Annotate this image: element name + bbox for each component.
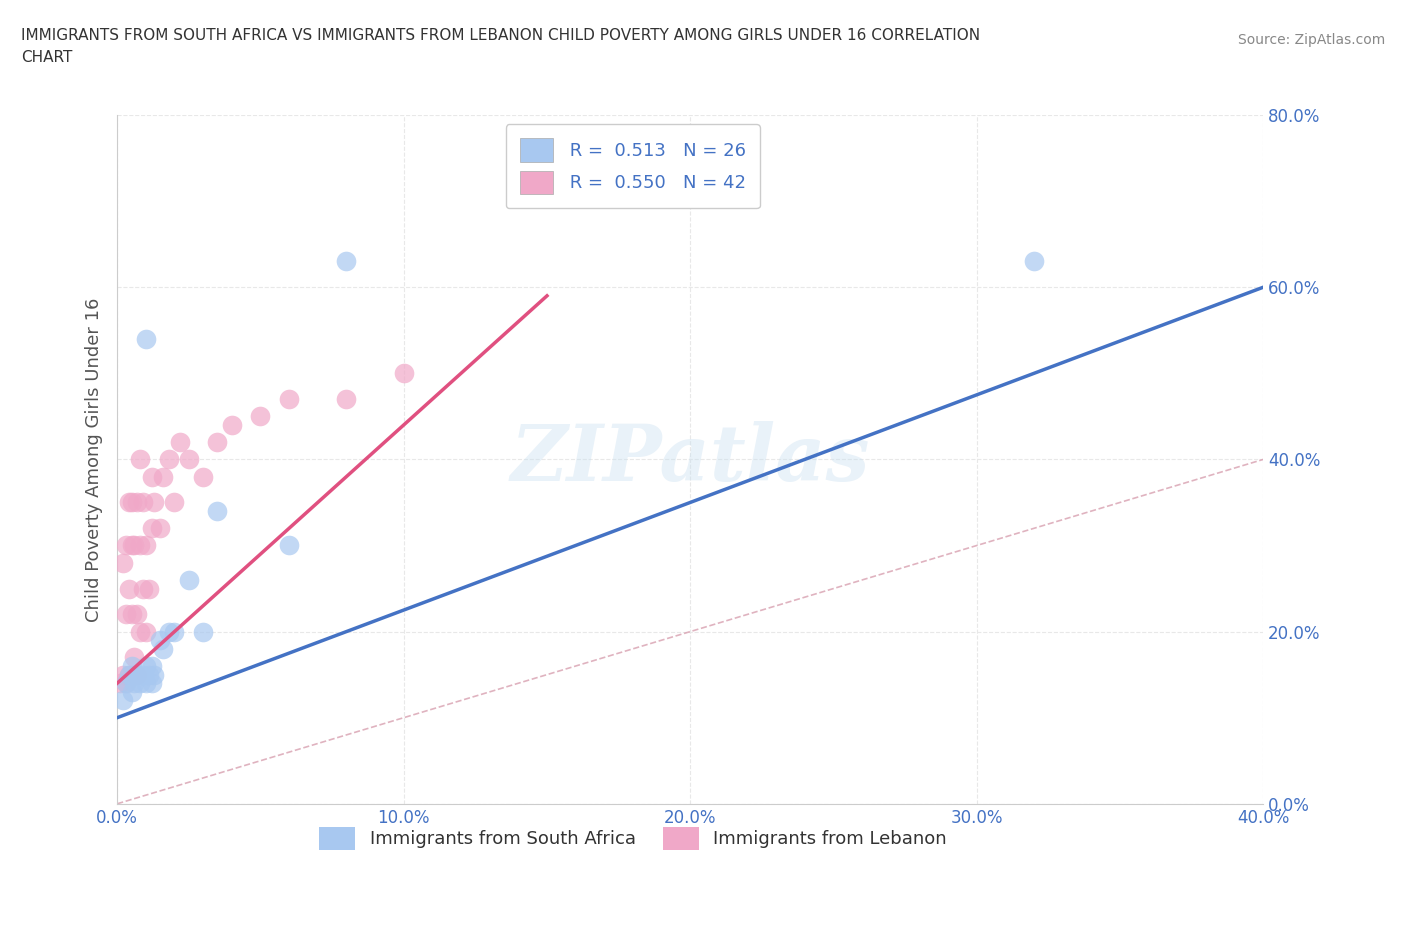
- Point: [127, 607, 149, 622]
- Point: [108, 676, 131, 691]
- Point: [121, 607, 143, 622]
- Point: [135, 676, 157, 691]
- Text: IMMIGRANTS FROM SOUTH AFRICA VS IMMIGRANTS FROM LEBANON CHILD POVERTY AMONG GIRL: IMMIGRANTS FROM SOUTH AFRICA VS IMMIGRAN…: [21, 28, 980, 65]
- Point: [135, 624, 157, 639]
- Point: [114, 538, 136, 553]
- Point: [141, 676, 163, 691]
- Point: [152, 469, 174, 484]
- Point: [177, 573, 200, 588]
- Point: [177, 452, 200, 467]
- Point: [141, 521, 163, 536]
- Point: [335, 392, 357, 406]
- Point: [118, 495, 141, 510]
- Point: [143, 495, 166, 510]
- Point: [129, 676, 152, 691]
- Point: [129, 452, 152, 467]
- Point: [121, 667, 143, 682]
- Point: [127, 495, 149, 510]
- Point: [132, 581, 155, 596]
- Point: [135, 658, 157, 673]
- Point: [278, 392, 301, 406]
- Point: [118, 667, 141, 682]
- Point: [121, 658, 143, 673]
- Point: [121, 495, 143, 510]
- Point: [127, 667, 149, 682]
- Point: [207, 504, 229, 519]
- Point: [191, 469, 214, 484]
- Point: [121, 538, 143, 553]
- Point: [141, 658, 163, 673]
- Legend: Immigrants from South Africa, Immigrants from Lebanon: Immigrants from South Africa, Immigrants…: [312, 820, 955, 857]
- Point: [124, 676, 146, 691]
- Point: [118, 581, 141, 596]
- Point: [138, 581, 160, 596]
- Point: [149, 521, 172, 536]
- Point: [149, 632, 172, 647]
- Point: [191, 624, 214, 639]
- Point: [152, 642, 174, 657]
- Text: ZIPatlas: ZIPatlas: [510, 421, 870, 498]
- Point: [278, 538, 301, 553]
- Point: [121, 684, 143, 699]
- Text: Source: ZipAtlas.com: Source: ZipAtlas.com: [1237, 33, 1385, 46]
- Point: [135, 538, 157, 553]
- Point: [249, 409, 271, 424]
- Point: [335, 254, 357, 269]
- Point: [124, 650, 146, 665]
- Point: [157, 452, 180, 467]
- Point: [135, 331, 157, 346]
- Point: [141, 469, 163, 484]
- Point: [111, 555, 134, 570]
- Point: [163, 495, 186, 510]
- Point: [1022, 254, 1045, 269]
- Point: [114, 676, 136, 691]
- Point: [143, 667, 166, 682]
- Point: [132, 495, 155, 510]
- Point: [129, 624, 152, 639]
- Point: [129, 538, 152, 553]
- Point: [138, 667, 160, 682]
- Point: [169, 434, 191, 449]
- Point: [124, 538, 146, 553]
- Point: [114, 607, 136, 622]
- Point: [132, 667, 155, 682]
- Point: [111, 667, 134, 682]
- Point: [392, 365, 415, 380]
- Point: [207, 434, 229, 449]
- Y-axis label: Child Poverty Among Girls Under 16: Child Poverty Among Girls Under 16: [86, 298, 103, 621]
- Point: [114, 676, 136, 691]
- Point: [163, 624, 186, 639]
- Point: [111, 693, 134, 708]
- Point: [118, 667, 141, 682]
- Point: [127, 667, 149, 682]
- Point: [221, 418, 243, 432]
- Point: [157, 624, 180, 639]
